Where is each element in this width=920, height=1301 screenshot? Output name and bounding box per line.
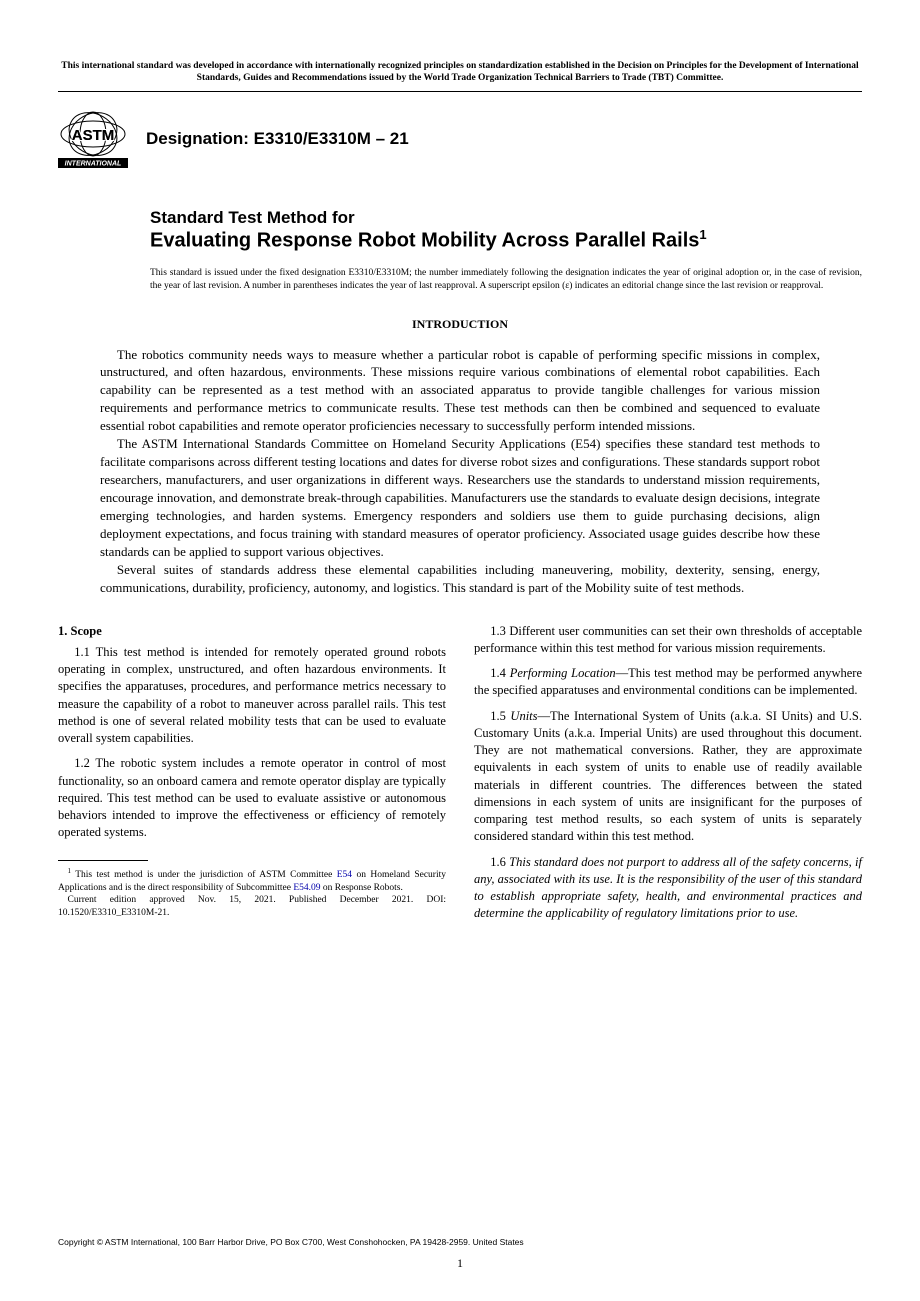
fn1-link-e54[interactable]: E54 (337, 870, 352, 880)
page-number: 1 (0, 1256, 920, 1271)
introduction-body: The robotics community needs ways to mea… (100, 346, 820, 597)
fn1-c: on Response Robots. (321, 883, 403, 893)
scope-1-6-lead: 1.6 (490, 855, 509, 869)
footnote-2: Current edition approved Nov. 15, 2021. … (58, 894, 446, 920)
right-column: 1.3 Different user communities can set t… (474, 623, 862, 931)
intro-para-2: The ASTM International Standards Committ… (100, 435, 820, 561)
scope-1-5: 1.5 Units—The International System of Un… (474, 708, 862, 846)
issuance-note: This standard is issued under the fixed … (150, 267, 862, 293)
scope-1-5-lead: 1.5 (490, 709, 510, 723)
scope-1-3: 1.3 Different user communities can set t… (474, 623, 862, 658)
logo-row: ASTM ASTM INTERNATIONAL Designation: E33… (58, 110, 862, 168)
footnote-rule (58, 860, 148, 861)
title-footnote-ref: 1 (699, 227, 706, 242)
title-prefix: Standard Test Method for (150, 208, 862, 228)
fn1-a: This test method is under the jurisdicti… (71, 870, 337, 880)
intro-para-1: The robotics community needs ways to mea… (100, 346, 820, 436)
scope-1-6-em: This standard does not purport to addres… (474, 855, 862, 921)
fn1-link-e5409[interactable]: E54.09 (293, 883, 320, 893)
scope-1-4-em: Performing Location (510, 666, 616, 680)
scope-1-4: 1.4 Performing Location—This test method… (474, 665, 862, 700)
footnote-1: 1 This test method is under the jurisdic… (58, 867, 446, 895)
designation: Designation: E3310/E3310M – 21 (146, 129, 409, 149)
scope-1-5-rest: —The International System of Units (a.k.… (474, 709, 862, 844)
standard-page: This international standard was develope… (0, 0, 920, 1301)
scope-1-5-em: Units (510, 709, 537, 723)
title-block: Standard Test Method for Evaluating Resp… (150, 208, 862, 253)
scope-1-1: 1.1 This test method is intended for rem… (58, 644, 446, 748)
svg-text:ASTM: ASTM (72, 127, 115, 144)
header-disclaimer: This international standard was develope… (58, 60, 862, 92)
astm-logo: ASTM ASTM INTERNATIONAL (58, 110, 128, 168)
copyright-line: Copyright © ASTM International, 100 Barr… (58, 1237, 524, 1247)
intro-para-3: Several suites of standards address thes… (100, 561, 820, 597)
scope-1-4-lead: 1.4 (490, 666, 509, 680)
left-column: 1. Scope 1.1 This test method is intende… (58, 623, 446, 931)
scope-heading: 1. Scope (58, 623, 446, 640)
introduction-heading: INTRODUCTION (58, 317, 862, 332)
scope-1-6: 1.6 This standard does not purport to ad… (474, 854, 862, 923)
scope-1-2: 1.2 The robotic system includes a remote… (58, 755, 446, 841)
svg-text:INTERNATIONAL: INTERNATIONAL (65, 160, 122, 167)
title-text: Evaluating Response Robot Mobility Acros… (150, 230, 699, 252)
title-main: Evaluating Response Robot Mobility Acros… (150, 227, 862, 253)
body-columns: 1. Scope 1.1 This test method is intende… (58, 623, 862, 931)
